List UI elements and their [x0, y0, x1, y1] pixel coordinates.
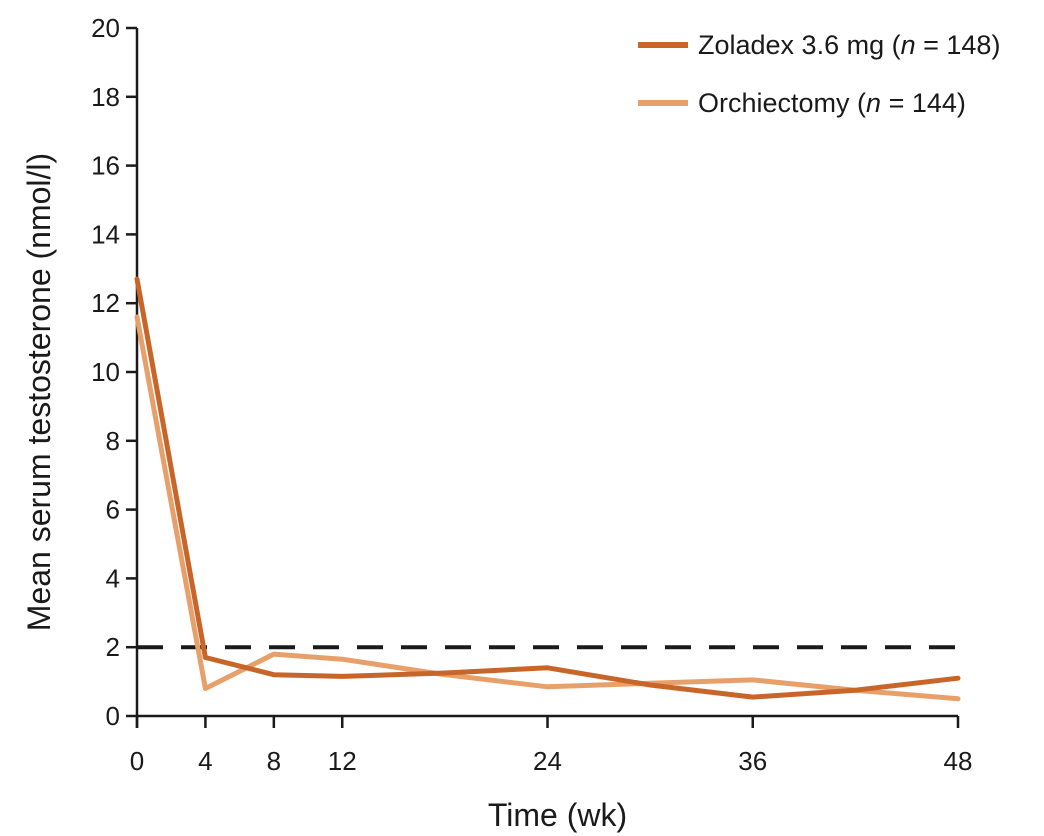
y-axis-title: Mean serum testosterone (nmol/l) — [21, 153, 57, 631]
y-tick-label: 6 — [106, 495, 120, 525]
y-tick-label: 0 — [106, 701, 120, 731]
x-tick-label: 36 — [738, 746, 767, 776]
legend-label-italic: n — [901, 30, 916, 60]
legend-label-part: = 148) — [916, 30, 1001, 60]
series-line — [134, 314, 961, 702]
legend-label-part: = 144) — [881, 88, 966, 118]
x-tick-label: 24 — [533, 746, 562, 776]
y-tick-label: 18 — [91, 82, 120, 112]
x-tick-label: 12 — [328, 746, 357, 776]
y-tick-label: 4 — [106, 563, 120, 593]
legend-label-italic: n — [866, 88, 881, 118]
legend: Zoladex 3.6 mg (n = 148)Orchiectomy (n =… — [638, 30, 1000, 118]
y-tick-label: 14 — [91, 219, 120, 249]
series-line — [134, 276, 961, 700]
y-tick-label: 2 — [106, 632, 120, 662]
series-lines — [134, 276, 961, 702]
x-tick-label: 0 — [130, 746, 144, 776]
legend-label: Orchiectomy (n = 144) — [698, 88, 966, 118]
y-tick-label: 12 — [91, 288, 120, 318]
x-tick-label: 48 — [944, 746, 973, 776]
legend-label-part: Orchiectomy ( — [698, 88, 866, 118]
y-tick-label: 16 — [91, 151, 120, 181]
x-axis-title: Time (wk) — [488, 797, 627, 833]
legend-label: Zoladex 3.6 mg (n = 148) — [698, 30, 1000, 60]
x-tick-label: 8 — [267, 746, 281, 776]
y-tick-label: 20 — [91, 13, 120, 43]
y-tick-label: 8 — [106, 426, 120, 456]
x-tick-label: 4 — [198, 746, 212, 776]
legend-label-part: Zoladex 3.6 mg ( — [698, 30, 901, 60]
y-tick-label: 10 — [91, 357, 120, 387]
